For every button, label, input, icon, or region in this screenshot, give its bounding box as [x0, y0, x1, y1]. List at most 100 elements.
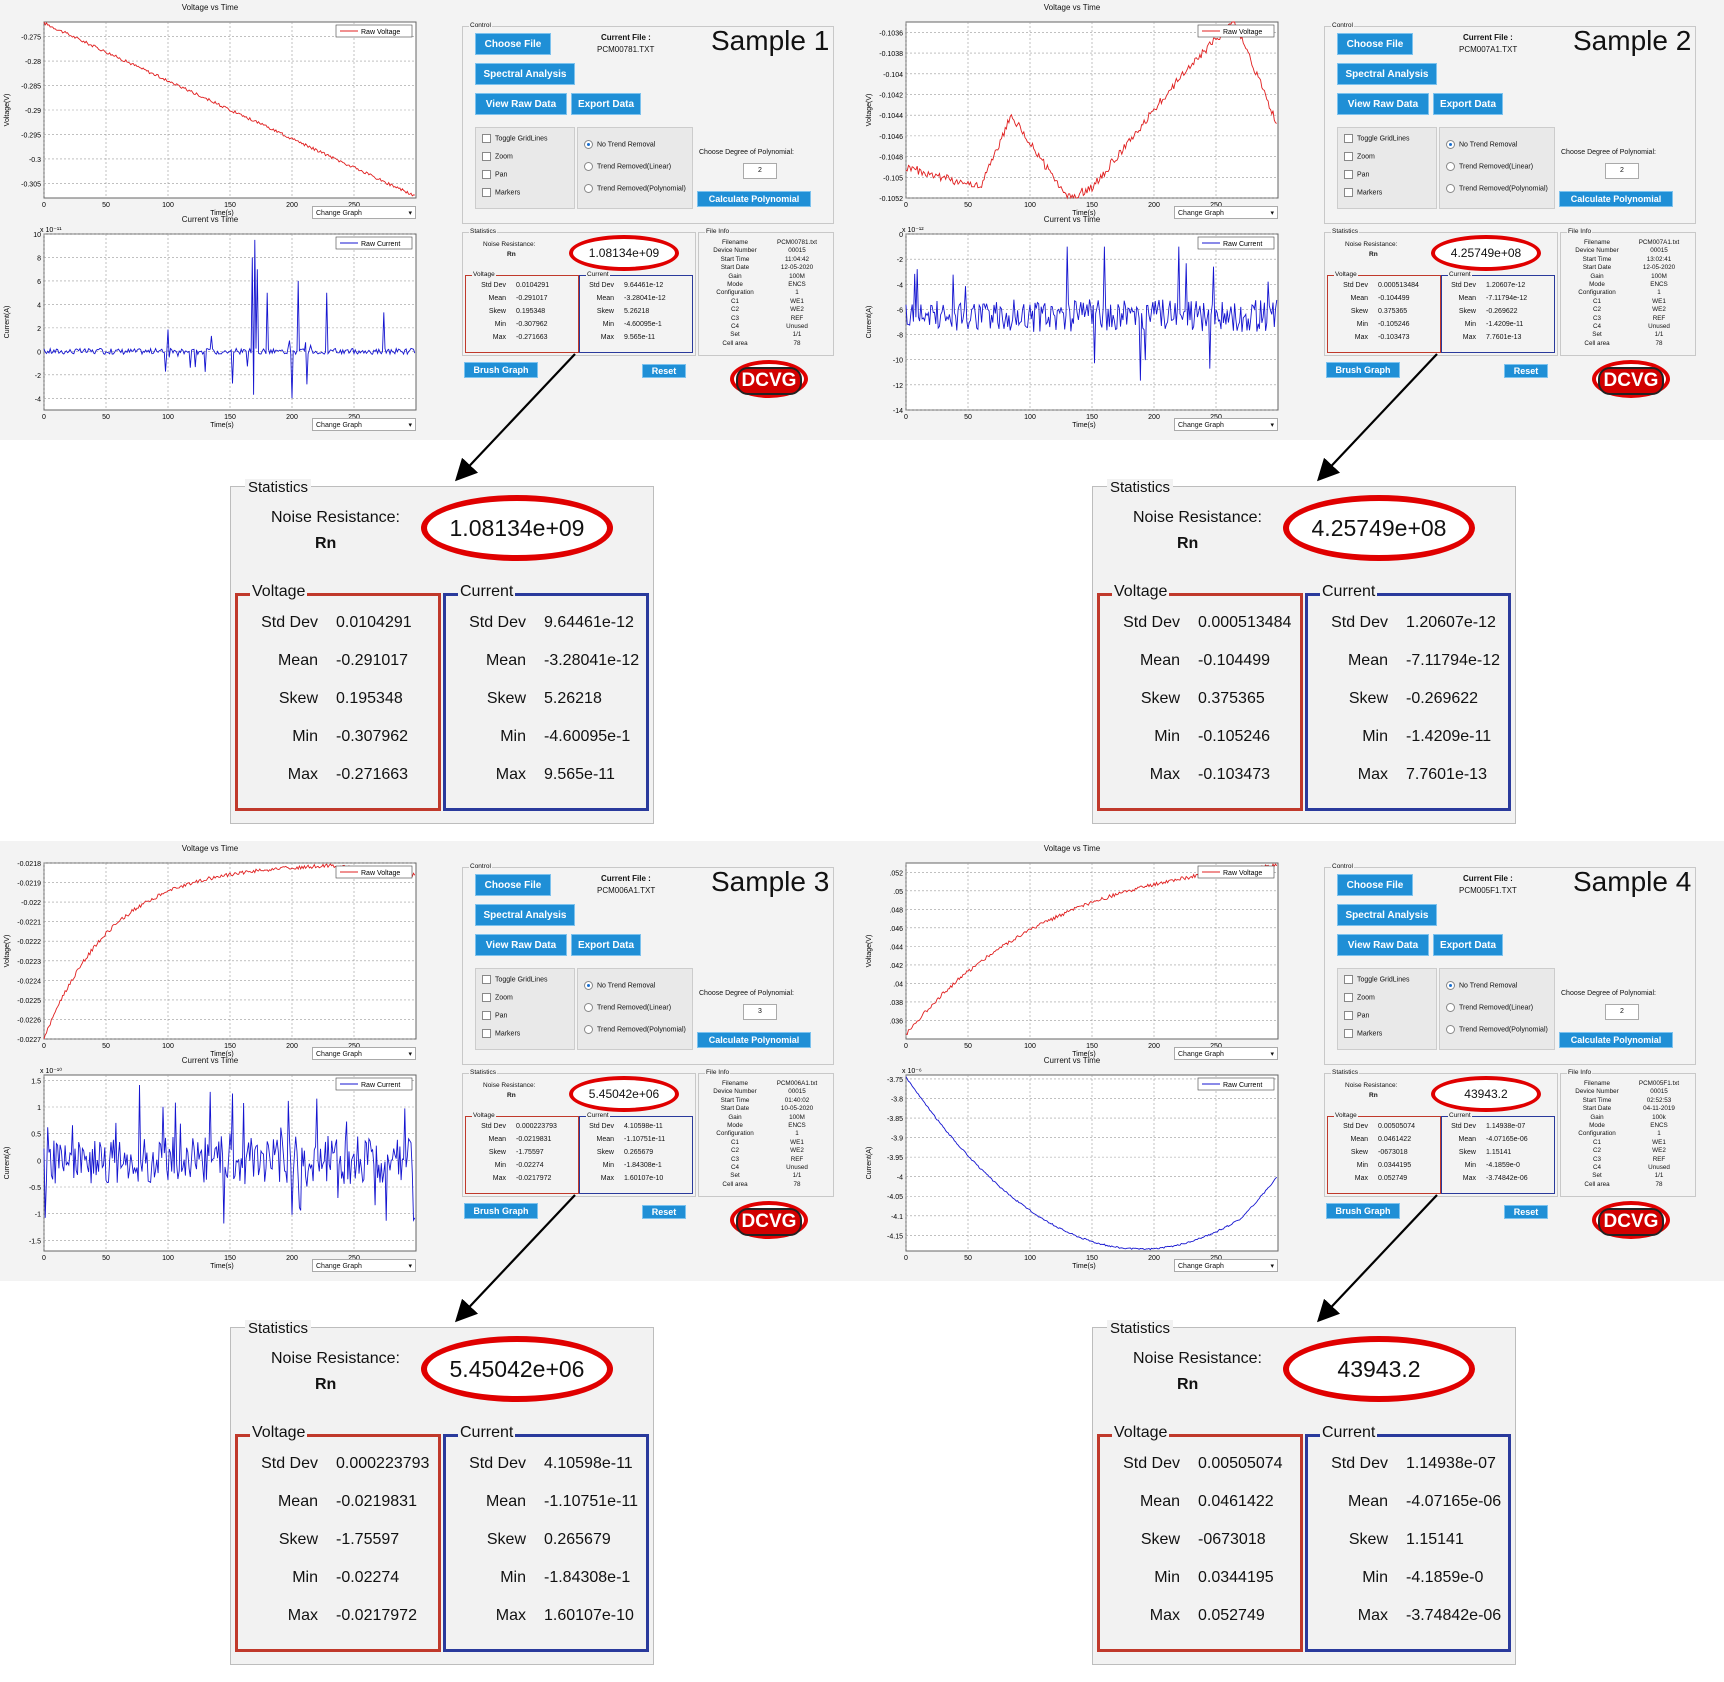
radio-button[interactable] [1446, 162, 1455, 171]
brush-graph-button[interactable]: Brush Graph [464, 362, 538, 378]
radio-button[interactable] [584, 1025, 593, 1034]
checkbox-box[interactable] [482, 134, 491, 143]
calculate-polynomial-button[interactable]: Calculate Polynomial [1559, 191, 1673, 207]
radio-button[interactable] [584, 981, 593, 990]
zoom-checkbox[interactable]: Zoom [482, 152, 513, 161]
export-data-button[interactable]: Export Data [571, 93, 641, 115]
no-trend-radio[interactable]: No Trend Removal [584, 140, 655, 149]
radio-button[interactable] [584, 162, 593, 171]
degree-input[interactable]: 3 [743, 1004, 777, 1020]
radio-button[interactable] [584, 140, 593, 149]
checkbox-box[interactable] [1344, 134, 1353, 143]
radio-button[interactable] [1446, 184, 1455, 193]
checkbox-box[interactable] [482, 152, 491, 161]
pan-checkbox[interactable]: Pan [1344, 1011, 1369, 1020]
spectral-analysis-button[interactable]: Spectral Analysis [1337, 904, 1437, 926]
toggle-gridlines-checkbox[interactable]: Toggle GridLines [1344, 975, 1410, 984]
choose-file-button[interactable]: Choose File [1337, 874, 1413, 896]
brush-graph-button[interactable]: Brush Graph [464, 1203, 538, 1219]
markers-checkbox[interactable]: Markers [1344, 188, 1382, 197]
checkbox-box[interactable] [1344, 188, 1353, 197]
view-raw-data-button[interactable]: View Raw Data [475, 934, 567, 956]
brush-graph-button[interactable]: Brush Graph [1326, 362, 1400, 378]
calculate-polynomial-button[interactable]: Calculate Polynomial [697, 191, 811, 207]
checkbox-box[interactable] [1344, 1011, 1353, 1020]
trend-linear-radio[interactable]: Trend Removed(Linear) [1446, 162, 1533, 171]
radio-button[interactable] [1446, 981, 1455, 990]
current-chart-change-graph[interactable]: Change Graph ▾ [1174, 1259, 1278, 1272]
choose-file-button[interactable]: Choose File [475, 33, 551, 55]
toggle-gridlines-checkbox[interactable]: Toggle GridLines [1344, 134, 1410, 143]
spectral-analysis-button[interactable]: Spectral Analysis [475, 904, 575, 926]
current-chart-change-graph[interactable]: Change Graph ▾ [1174, 418, 1278, 431]
reset-button[interactable]: Reset [642, 364, 686, 378]
checkbox-box[interactable] [482, 1029, 491, 1038]
voltage-stats-label: Voltage [1334, 1112, 1358, 1119]
export-data-button[interactable]: Export Data [1433, 934, 1503, 956]
trend-poly-radio[interactable]: Trend Removed(Polynomial) [1446, 1025, 1548, 1034]
voltage-chart-change-graph[interactable]: Change Graph ▾ [312, 1047, 416, 1060]
choose-file-button[interactable]: Choose File [475, 874, 551, 896]
choose-file-button[interactable]: Choose File [1337, 33, 1413, 55]
noise-resistance-value: 5.45042e+06 [588, 1087, 660, 1101]
markers-checkbox[interactable]: Markers [1344, 1029, 1382, 1038]
zoom-checkbox[interactable]: Zoom [482, 993, 513, 1002]
radio-button[interactable] [1446, 1003, 1455, 1012]
toggle-gridlines-checkbox[interactable]: Toggle GridLines [482, 134, 548, 143]
zoom-checkbox[interactable]: Zoom [1344, 993, 1375, 1002]
pan-checkbox[interactable]: Pan [482, 170, 507, 179]
trend-poly-radio[interactable]: Trend Removed(Polynomial) [1446, 184, 1548, 193]
trend-linear-radio[interactable]: Trend Removed(Linear) [1446, 1003, 1533, 1012]
radio-button[interactable] [1446, 140, 1455, 149]
checkbox-box[interactable] [1344, 1029, 1353, 1038]
export-data-button[interactable]: Export Data [1433, 93, 1503, 115]
spectral-analysis-button[interactable]: Spectral Analysis [475, 63, 575, 85]
radio-button[interactable] [1446, 1025, 1455, 1034]
calculate-polynomial-button[interactable]: Calculate Polynomial [1559, 1032, 1673, 1048]
checkbox-box[interactable] [1344, 170, 1353, 179]
pan-checkbox[interactable]: Pan [482, 1011, 507, 1020]
radio-button[interactable] [584, 1003, 593, 1012]
checkbox-box[interactable] [1344, 993, 1353, 1002]
no-trend-radio[interactable]: No Trend Removal [584, 981, 655, 990]
brush-graph-button[interactable]: Brush Graph [1326, 1203, 1400, 1219]
current-chart-change-graph[interactable]: Change Graph ▾ [312, 418, 416, 431]
degree-input[interactable]: 2 [1605, 1004, 1639, 1020]
view-raw-data-button[interactable]: View Raw Data [1337, 93, 1429, 115]
trend-linear-radio[interactable]: Trend Removed(Linear) [584, 162, 671, 171]
checkbox-box[interactable] [1344, 152, 1353, 161]
current-chart-change-graph[interactable]: Change Graph ▾ [312, 1259, 416, 1272]
voltage-chart-change-graph[interactable]: Change Graph ▾ [1174, 1047, 1278, 1060]
degree-input[interactable]: 2 [1605, 163, 1639, 179]
checkbox-box[interactable] [1344, 975, 1353, 984]
view-raw-data-button[interactable]: View Raw Data [475, 93, 567, 115]
reset-button[interactable]: Reset [1504, 1205, 1548, 1219]
checkbox-box[interactable] [482, 993, 491, 1002]
voltage-chart-change-graph[interactable]: Change Graph ▾ [1174, 206, 1278, 219]
export-data-button[interactable]: Export Data [571, 934, 641, 956]
calculate-polynomial-button[interactable]: Calculate Polynomial [697, 1032, 811, 1048]
reset-button[interactable]: Reset [1504, 364, 1548, 378]
checkbox-box[interactable] [482, 975, 491, 984]
radio-button[interactable] [584, 184, 593, 193]
spectral-analysis-button[interactable]: Spectral Analysis [1337, 63, 1437, 85]
degree-input[interactable]: 2 [743, 163, 777, 179]
pan-checkbox[interactable]: Pan [1344, 170, 1369, 179]
view-raw-data-button[interactable]: View Raw Data [1337, 934, 1429, 956]
zoom-checkbox[interactable]: Zoom [1344, 152, 1375, 161]
checkbox-box[interactable] [482, 170, 491, 179]
reset-button[interactable]: Reset [642, 1205, 686, 1219]
voltage-chart-change-graph[interactable]: Change Graph ▾ [312, 206, 416, 219]
zoom-noise-resistance-value: 4.25749e+08 [1311, 515, 1447, 541]
checkbox-box[interactable] [482, 1011, 491, 1020]
trend-linear-radio[interactable]: Trend Removed(Linear) [584, 1003, 671, 1012]
markers-checkbox[interactable]: Markers [482, 1029, 520, 1038]
no-trend-radio[interactable]: No Trend Removal [1446, 140, 1517, 149]
trend-poly-radio[interactable]: Trend Removed(Polynomial) [584, 1025, 686, 1034]
no-trend-radio[interactable]: No Trend Removal [1446, 981, 1517, 990]
toggle-gridlines-checkbox[interactable]: Toggle GridLines [482, 975, 548, 984]
y-tick-label: -6 [897, 307, 903, 314]
checkbox-box[interactable] [482, 188, 491, 197]
markers-checkbox[interactable]: Markers [482, 188, 520, 197]
trend-poly-radio[interactable]: Trend Removed(Polynomial) [584, 184, 686, 193]
